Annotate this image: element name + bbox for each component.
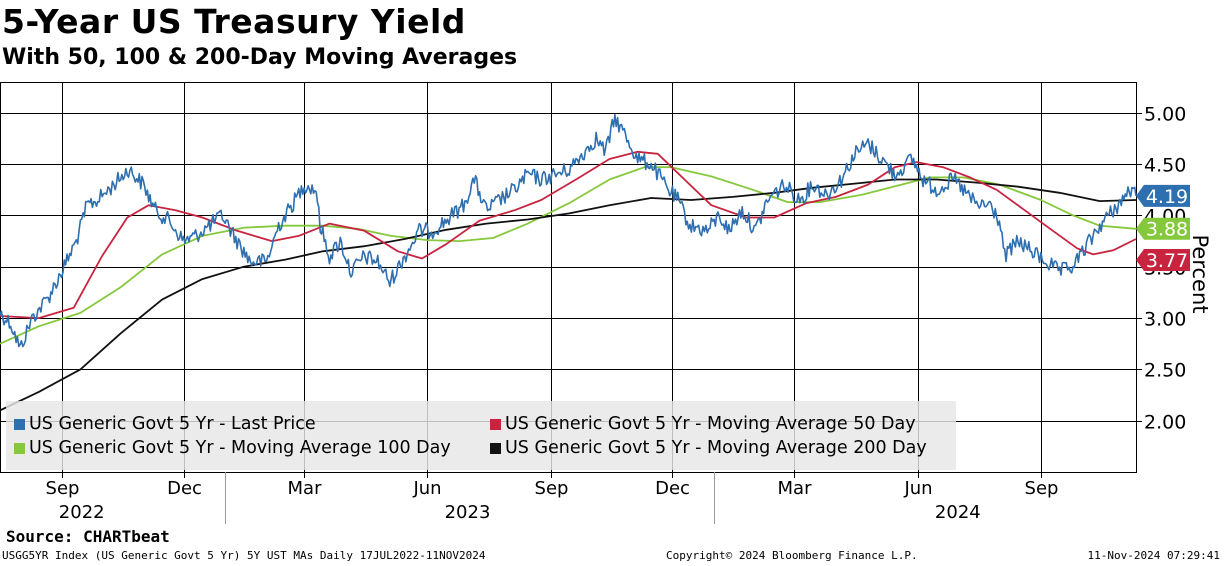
legend-swatch-ma50 xyxy=(490,418,501,430)
source-note: Source: CHARTbeat xyxy=(6,527,170,546)
value-label-box xyxy=(1136,184,1190,207)
y-tick-label: 2.50 xyxy=(1144,360,1186,382)
timestamp: 11-Nov-2024 07:29:41 xyxy=(1087,549,1220,562)
x-tick-label: Dec xyxy=(167,478,202,499)
y-tick-label: 2.00 xyxy=(1144,412,1186,434)
y-tick-label: 5.00 xyxy=(1144,104,1186,126)
chart-subtitle: With 50, 100 & 200-Day Moving Averages xyxy=(2,45,518,70)
x-year-label: 2023 xyxy=(445,502,491,523)
value-label-box xyxy=(1136,249,1190,272)
legend: US Generic Govt 5 Yr - Last Price US Gen… xyxy=(6,401,956,470)
legend-item-last-price: US Generic Govt 5 Yr - Last Price xyxy=(14,414,316,434)
legend-item-ma200: US Generic Govt 5 Yr - Moving Average 20… xyxy=(490,438,927,458)
x-tick-label: Sep xyxy=(46,478,80,499)
legend-swatch-ma100 xyxy=(14,442,25,454)
series-ma200 xyxy=(0,178,1137,412)
value-label: 4.19 xyxy=(1136,184,1190,208)
plot-frame xyxy=(0,82,1137,473)
y-tick-label: 3.00 xyxy=(1144,309,1186,331)
legend-label-ma100: US Generic Govt 5 Yr - Moving Average 10… xyxy=(29,438,451,458)
value-labels: 4.19 3.88 3.77 xyxy=(1136,184,1190,272)
series-last-price xyxy=(0,113,1137,348)
x-tick-label: Jun xyxy=(412,478,441,499)
value-label-text: 4.19 xyxy=(1146,186,1188,208)
x-tick-label: Dec xyxy=(655,478,690,499)
value-label-text: 3.88 xyxy=(1146,219,1188,241)
chart-title: 5-Year US Treasury Yield xyxy=(2,2,466,41)
x-year-label: 2024 xyxy=(935,502,981,523)
x-tick-label: Sep xyxy=(1025,478,1059,499)
series-lines xyxy=(0,113,1137,412)
legend-label-ma200: US Generic Govt 5 Yr - Moving Average 20… xyxy=(505,438,927,458)
grid-lines xyxy=(0,82,1137,473)
x-tick-label: Jun xyxy=(903,478,932,499)
legend-swatch-last-price xyxy=(14,418,25,430)
legend-item-ma100: US Generic Govt 5 Yr - Moving Average 10… xyxy=(14,438,451,458)
ticker-info: USGG5YR Index (US Generic Govt 5 Yr) 5Y … xyxy=(2,549,486,562)
x-axis: Sep Dec Mar Jun Sep Dec Mar Jun Sep 2022 2023 2024 xyxy=(46,472,1059,524)
value-label: 3.88 xyxy=(1136,217,1190,241)
legend-label-ma50: US Generic Govt 5 Yr - Moving Average 50… xyxy=(505,414,916,434)
value-label: 3.77 xyxy=(1136,249,1190,272)
series-ma50 xyxy=(0,150,1137,319)
legend-item-ma50: US Generic Govt 5 Yr - Moving Average 50… xyxy=(490,414,916,434)
legend-swatch-ma200 xyxy=(490,442,501,454)
legend-label-last-price: US Generic Govt 5 Yr - Last Price xyxy=(29,414,316,434)
copyright: Copyright© 2024 Bloomberg Finance L.P. xyxy=(666,549,918,562)
x-tick-label: Mar xyxy=(288,478,323,499)
y-tick-label: 4.50 xyxy=(1144,155,1186,177)
value-label-text: 3.77 xyxy=(1146,250,1188,272)
value-label-box xyxy=(1136,217,1190,240)
x-year-label: 2022 xyxy=(59,502,105,523)
series-ma100 xyxy=(0,166,1137,345)
y-axis-label: Percent xyxy=(1188,234,1212,314)
x-tick-label: Sep xyxy=(535,478,569,499)
x-tick-label: Mar xyxy=(778,478,813,499)
